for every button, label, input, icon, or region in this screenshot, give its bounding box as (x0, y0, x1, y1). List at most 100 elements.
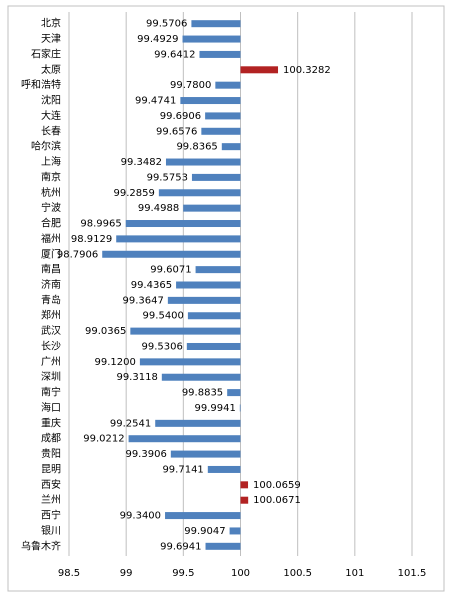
y-tick-label: 海口 (41, 401, 61, 414)
data-label: 99.5706 (146, 19, 187, 30)
bar (186, 342, 241, 350)
bar (170, 450, 241, 458)
y-tick-label: 贵阳 (41, 447, 61, 460)
y-tick-label: 深圳 (41, 371, 61, 383)
bar (191, 20, 241, 28)
data-label: 99.4365 (131, 280, 172, 291)
bar (139, 358, 241, 366)
y-tick-label: 西宁 (41, 509, 61, 522)
y-tick-label: 厦门 (41, 247, 61, 260)
x-tick-label: 99.5 (172, 568, 194, 579)
data-label: 99.6576 (156, 126, 197, 137)
bar (180, 97, 241, 105)
data-label: 99.4741 (135, 96, 176, 107)
data-label: 99.7141 (162, 464, 203, 475)
data-label: 99.4988 (138, 203, 179, 214)
data-label: 99.6941 (160, 541, 201, 552)
bar (158, 189, 241, 197)
bar (182, 35, 241, 43)
y-tick-label: 广州 (41, 356, 61, 368)
bar (227, 389, 241, 397)
y-tick-label: 昆明 (41, 463, 61, 475)
x-tick-label: 100 (231, 568, 250, 579)
bar (199, 50, 241, 58)
data-label: 99.0212 (83, 434, 124, 445)
bar (125, 220, 241, 228)
y-tick-label: 哈尔滨 (31, 140, 61, 153)
y-tick-label: 杭州 (41, 186, 61, 199)
x-tick-label: 100.5 (283, 568, 312, 579)
y-tick-label: 南宁 (41, 386, 61, 399)
bar (240, 481, 249, 489)
y-tick-label: 青岛 (41, 293, 61, 306)
data-label: 99.9941 (194, 403, 235, 414)
y-tick-label: 沈阳 (41, 94, 61, 107)
bar (165, 512, 241, 520)
x-tick-label: 101.5 (398, 568, 427, 579)
bar (167, 296, 241, 304)
y-tick-label: 太原 (41, 63, 61, 76)
data-label: 99.6412 (154, 49, 195, 60)
bar (205, 112, 241, 120)
y-tick-label: 郑州 (41, 309, 61, 322)
x-tick-label: 98.5 (58, 568, 80, 579)
data-label: 99.3400 (120, 511, 161, 522)
bar (176, 281, 241, 289)
y-tick-label: 银川 (41, 524, 61, 537)
bar (229, 527, 241, 535)
y-tick-label: 合肥 (41, 217, 61, 230)
bar (205, 542, 241, 550)
bar (183, 204, 241, 212)
y-tick-label: 长春 (41, 125, 61, 137)
y-tick-label: 天津 (41, 33, 61, 45)
y-tick-label: 济南 (41, 278, 61, 291)
data-label: 99.8365 (176, 142, 217, 153)
data-label: 99.3118 (116, 372, 157, 383)
y-tick-label: 兰州 (41, 493, 61, 506)
y-tick-label: 石家庄 (31, 47, 61, 60)
bar (191, 173, 241, 181)
data-label: 99.3482 (121, 157, 162, 168)
bar (102, 250, 241, 258)
data-label: 100.0659 (253, 480, 301, 491)
data-label: 100.3282 (283, 65, 331, 76)
bar (116, 235, 241, 243)
data-label: 100.0671 (253, 495, 301, 506)
data-label: 99.2859 (113, 188, 154, 199)
bar (128, 435, 241, 443)
y-tick-label: 长沙 (41, 340, 61, 352)
y-tick-label: 乌鲁木齐 (21, 539, 61, 552)
data-label: 99.4929 (137, 34, 178, 45)
y-tick-label: 北京 (41, 17, 61, 30)
data-label: 99.8835 (182, 388, 223, 399)
y-tick-label: 成都 (41, 433, 61, 445)
data-label: 99.3906 (125, 449, 166, 460)
data-label: 99.1200 (95, 357, 136, 368)
bar (215, 81, 241, 89)
bar (161, 373, 241, 381)
y-tick-label: 福州 (41, 232, 61, 245)
y-tick-label: 宁波 (41, 201, 61, 214)
y-tick-label: 上海 (41, 155, 61, 168)
y-tick-label: 重庆 (41, 416, 61, 429)
bar (207, 465, 241, 473)
y-tick-label: 武汉 (41, 324, 61, 337)
data-label: 99.3647 (123, 295, 164, 306)
x-tick-label: 101 (345, 568, 364, 579)
bar (187, 312, 241, 320)
bar (155, 419, 241, 427)
bar (240, 66, 279, 74)
data-label: 99.5400 (143, 311, 184, 322)
data-label: 99.0365 (85, 326, 126, 337)
data-label: 98.9129 (71, 234, 112, 245)
bar (240, 496, 249, 504)
y-tick-label: 西安 (41, 478, 61, 491)
bar (239, 404, 241, 412)
data-label: 99.6906 (160, 111, 201, 122)
bar (130, 327, 241, 335)
data-label: 99.5306 (141, 341, 182, 352)
bar (165, 158, 241, 166)
data-label: 99.9047 (184, 526, 225, 537)
